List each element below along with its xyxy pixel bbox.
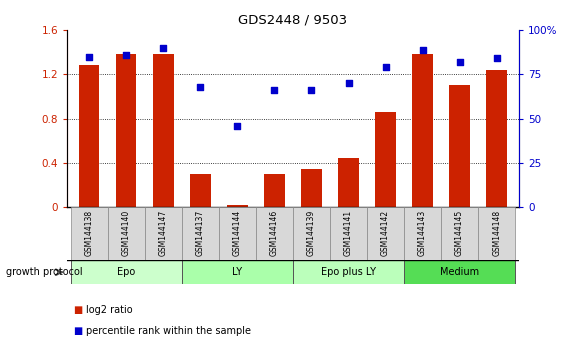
Text: GSM144146: GSM144146 bbox=[270, 210, 279, 256]
Text: growth protocol: growth protocol bbox=[6, 267, 82, 277]
Bar bbox=[71, 207, 108, 260]
Bar bbox=[79, 65, 100, 207]
Text: percentile rank within the sample: percentile rank within the sample bbox=[86, 326, 251, 336]
Bar bbox=[293, 207, 330, 260]
Bar bbox=[182, 207, 219, 260]
Text: ■: ■ bbox=[73, 326, 82, 336]
Text: GSM144144: GSM144144 bbox=[233, 210, 242, 256]
Bar bbox=[412, 55, 433, 207]
Title: GDS2448 / 9503: GDS2448 / 9503 bbox=[238, 13, 347, 26]
Bar bbox=[227, 205, 248, 207]
Point bbox=[344, 80, 353, 86]
Text: ■: ■ bbox=[73, 305, 82, 315]
Text: Medium: Medium bbox=[440, 267, 479, 277]
Text: GSM144140: GSM144140 bbox=[122, 210, 131, 256]
Bar bbox=[256, 207, 293, 260]
Point bbox=[196, 84, 205, 90]
Text: GSM144137: GSM144137 bbox=[196, 210, 205, 256]
Point bbox=[85, 54, 94, 59]
Bar bbox=[145, 207, 182, 260]
Text: LY: LY bbox=[233, 267, 243, 277]
Bar bbox=[367, 207, 404, 260]
Point bbox=[270, 87, 279, 93]
Bar bbox=[182, 260, 293, 284]
Point bbox=[455, 59, 464, 65]
Bar bbox=[478, 207, 515, 260]
Bar bbox=[71, 260, 182, 284]
Bar bbox=[449, 85, 470, 207]
Point bbox=[492, 56, 501, 61]
Bar bbox=[441, 207, 478, 260]
Point bbox=[122, 52, 131, 58]
Point bbox=[381, 64, 390, 70]
Point bbox=[233, 123, 242, 129]
Bar bbox=[404, 207, 441, 260]
Bar bbox=[264, 174, 285, 207]
Bar bbox=[338, 159, 359, 207]
Text: GSM144147: GSM144147 bbox=[159, 210, 168, 256]
Text: GSM144142: GSM144142 bbox=[381, 210, 390, 256]
Text: GSM144139: GSM144139 bbox=[307, 210, 316, 256]
Bar bbox=[404, 260, 515, 284]
Text: GSM144138: GSM144138 bbox=[85, 210, 94, 256]
Bar bbox=[486, 70, 507, 207]
Text: Epo plus LY: Epo plus LY bbox=[321, 267, 376, 277]
Point bbox=[418, 47, 427, 52]
Bar bbox=[190, 174, 210, 207]
Text: GSM144141: GSM144141 bbox=[344, 210, 353, 256]
Bar bbox=[375, 112, 396, 207]
Bar bbox=[330, 207, 367, 260]
Text: log2 ratio: log2 ratio bbox=[86, 305, 132, 315]
Bar bbox=[153, 55, 174, 207]
Text: GSM144143: GSM144143 bbox=[418, 210, 427, 256]
Point bbox=[307, 87, 316, 93]
Text: GSM144148: GSM144148 bbox=[492, 210, 501, 256]
Bar bbox=[301, 170, 322, 207]
Text: GSM144145: GSM144145 bbox=[455, 210, 464, 256]
Point bbox=[159, 45, 168, 51]
Bar bbox=[108, 207, 145, 260]
Text: Epo: Epo bbox=[117, 267, 135, 277]
Bar bbox=[293, 260, 404, 284]
Bar bbox=[116, 55, 136, 207]
Bar bbox=[219, 207, 256, 260]
